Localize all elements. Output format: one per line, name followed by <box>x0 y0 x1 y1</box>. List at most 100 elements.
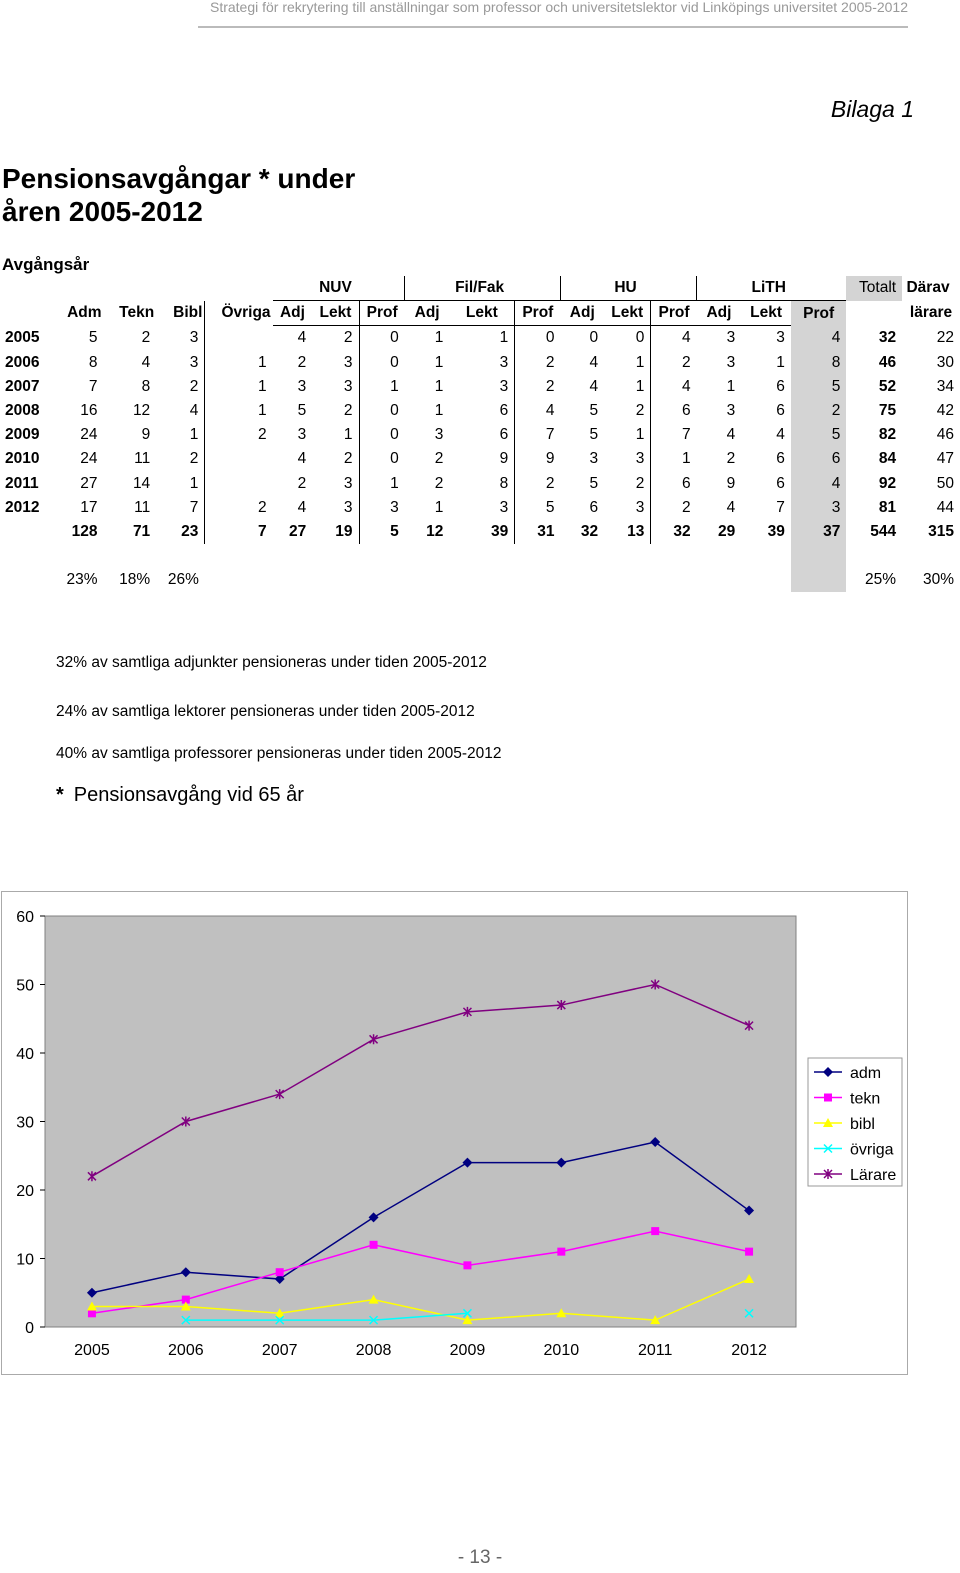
cell-r1-5: 2 <box>297 353 307 371</box>
cell-r7-16: 3 <box>790 495 847 520</box>
percent-8 <box>405 568 450 592</box>
cell-r2-2: 8 <box>141 377 151 395</box>
cell-r3-17: 75 <box>878 402 897 420</box>
cell-r0-6: 2 <box>343 329 353 347</box>
cell-r6-18: 50 <box>936 474 954 492</box>
title-line-2: åren 2005-2012 <box>2 196 203 227</box>
total-2: 71 <box>132 522 151 540</box>
cell-r7-5: 4 <box>297 498 307 516</box>
table-row: 2010 24 11 2 4 2 0 2 9 9 3 3 1 2 6 6 84 47 <box>0 447 960 472</box>
total-15: 39 <box>767 522 785 540</box>
cell-r5-11: 3 <box>589 450 599 468</box>
column-header-12: Lekt <box>604 300 651 327</box>
cell-r3-4: 1 <box>204 398 273 424</box>
cell-r1-6: 3 <box>343 353 353 371</box>
column-header-17 <box>846 301 902 326</box>
cell-r2-9: 3 <box>499 377 509 395</box>
cell-r0-18: 22 <box>936 329 954 347</box>
cell-r3-13: 6 <box>650 398 697 424</box>
percent-3: 26% <box>167 571 199 589</box>
section-subtitle: Avgångsår <box>2 255 90 274</box>
cell-r7-6: 3 <box>343 498 353 516</box>
cell-r5-10: 9 <box>514 447 561 472</box>
cell-r7-4: 2 <box>204 495 273 520</box>
title-line-1: Pensionsavgångar * under <box>2 163 356 194</box>
note-adjunkter: 32% av samtliga adjunkter pensioneras un… <box>56 654 487 671</box>
total-4: 7 <box>204 519 273 545</box>
cell-r3-16: 2 <box>790 398 847 424</box>
column-header-1: Adm <box>67 304 102 322</box>
chart-frame <box>1 891 908 1375</box>
percent-0 <box>0 568 49 592</box>
cell-r2-1: 7 <box>88 377 98 395</box>
cell-r5-15: 6 <box>776 450 785 468</box>
cell-r1-16: 8 <box>790 350 847 375</box>
percent-16 <box>790 568 847 593</box>
group-nuv: NUV <box>272 276 405 302</box>
cell-r3-2: 12 <box>132 402 151 420</box>
column-header-16: Prof <box>790 300 847 326</box>
cell-r6-8: 2 <box>434 474 444 492</box>
cell-r0-5: 4 <box>297 329 307 347</box>
cell-r6-5: 2 <box>297 474 307 492</box>
cell-r5-16: 6 <box>790 447 847 472</box>
total-11: 32 <box>580 522 599 540</box>
cell-r7-3: 7 <box>189 498 199 516</box>
column-header-11: Adj <box>560 300 605 327</box>
cell-r7-15: 7 <box>776 498 785 516</box>
cell-r3-0: 2008 <box>5 402 40 420</box>
table-row: 2009 24 9 1 2 3 1 0 3 6 7 5 1 7 4 4 5 82 46 <box>0 423 960 448</box>
cell-r1-11: 4 <box>589 353 599 371</box>
note-lektorer: 24% av samtliga lektorer pensioneras und… <box>56 703 475 720</box>
percent-4 <box>205 568 273 592</box>
total-12: 13 <box>627 522 645 540</box>
cell-r5-17: 84 <box>878 450 897 468</box>
cell-r7-0: 2012 <box>5 498 40 516</box>
total-9: 39 <box>490 522 509 540</box>
cell-r2-7: 1 <box>358 374 405 399</box>
cell-r5-8: 2 <box>434 450 444 468</box>
cell-r0-12: 0 <box>635 329 645 347</box>
cell-r0-1: 5 <box>88 329 98 347</box>
total-6: 19 <box>335 522 353 540</box>
cell-r6-13: 6 <box>650 471 697 496</box>
cell-r7-7: 3 <box>358 495 405 520</box>
cell-r2-13: 4 <box>650 374 697 399</box>
total-5: 27 <box>289 522 307 540</box>
percent-17: 25% <box>865 571 897 589</box>
cell-r5-6: 2 <box>343 450 353 468</box>
note-professorer: 40% av samtliga professorer pensioneras … <box>56 745 502 762</box>
cell-r0-13: 4 <box>650 325 697 351</box>
cell-r5-5: 4 <box>297 450 307 468</box>
percent-9 <box>449 568 514 592</box>
cell-r4-2: 9 <box>141 426 151 444</box>
percent-1: 23% <box>66 571 98 589</box>
percent-row: 23% 18% 26% 25% 30% <box>0 568 960 593</box>
document-title: Pensionsavgångar * under åren 2005-2012 <box>2 162 355 228</box>
cell-r2-18: 34 <box>936 377 954 395</box>
column-header-6: Lekt <box>312 300 360 327</box>
column-header-5: Adj <box>272 300 313 327</box>
cell-r7-9: 3 <box>499 498 509 516</box>
percent-13 <box>651 568 697 592</box>
cell-r4-18: 46 <box>936 426 954 444</box>
page-header: Strategi för rekrytering till anställnin… <box>198 0 908 28</box>
cell-r2-15: 6 <box>776 377 785 395</box>
cell-r4-14: 4 <box>726 426 736 444</box>
cell-r3-11: 5 <box>589 402 599 420</box>
cell-r6-17: 92 <box>878 474 897 492</box>
cell-r2-12: 1 <box>635 377 645 395</box>
footnote: * Pensionsavgång vid 65 år <box>56 784 304 807</box>
cell-r1-13: 2 <box>650 350 697 375</box>
retirement-table: NUV Fil/Fak HU LiTH Totalt Därav Adm Tekn… <box>0 276 960 593</box>
cell-r5-4 <box>204 447 273 472</box>
cell-r0-7: 0 <box>358 325 405 351</box>
cell-r0-3: 3 <box>189 329 199 347</box>
group-hu: HU <box>559 276 697 302</box>
cell-r5-7: 0 <box>358 447 405 472</box>
cell-r4-7: 0 <box>358 423 405 448</box>
cell-r3-8: 1 <box>434 402 444 420</box>
cell-r7-2: 11 <box>134 498 151 516</box>
cell-r0-14: 3 <box>726 329 736 347</box>
cell-r3-3: 4 <box>189 402 199 420</box>
